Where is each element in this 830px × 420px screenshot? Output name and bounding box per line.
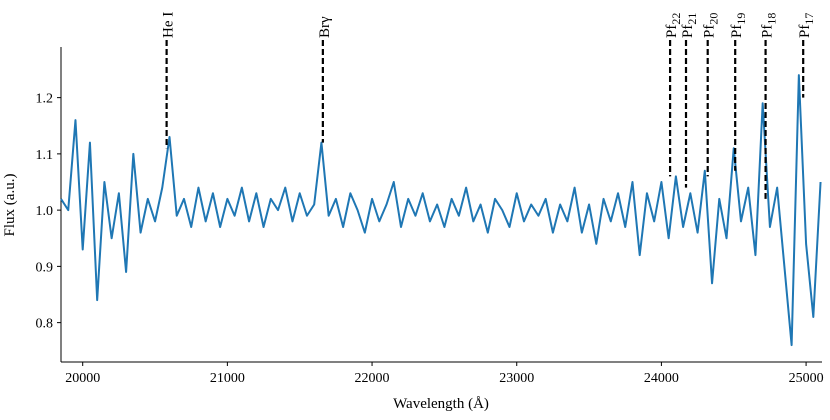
annotation-label: Brγ (317, 16, 333, 38)
y-tick-label: 1.2 (36, 92, 54, 107)
y-tick-label: 0.8 (36, 317, 54, 332)
annotation-subscript: 22 (669, 13, 683, 25)
y-axis-label: Flux (a.u.) (2, 174, 18, 237)
annotation-subscript: 17 (802, 13, 816, 25)
annotation-label: He I (161, 12, 177, 38)
x-tick-label: 25000 (789, 371, 824, 386)
x-axis-label: Wavelength (Å) (393, 396, 489, 412)
spectrum-line (60, 74, 822, 347)
y-tick-label: 0.9 (36, 260, 54, 275)
annotation-text: Pf (680, 25, 696, 38)
annotation-text: Pf (729, 25, 745, 38)
x-tick-label: 22000 (355, 371, 390, 386)
annotation-label: Pf17 (797, 13, 816, 38)
annotation-label: Pf22 (664, 13, 683, 38)
y-tick-label: 1.0 (36, 204, 54, 219)
annotation-label: Pf21 (680, 13, 699, 38)
x-tick-label: 20000 (65, 371, 100, 386)
annotation-text: Pf (760, 25, 776, 38)
annotation-text: Pf (702, 25, 718, 38)
x-tick-label: 23000 (499, 371, 534, 386)
annotation-text: He I (161, 12, 177, 38)
annotation-label: Pf19 (729, 13, 748, 38)
annotation-subscript: 20 (707, 13, 721, 25)
x-tick-label: 24000 (644, 371, 679, 386)
annotation-subscript: 18 (765, 13, 779, 25)
annotation-label: Pf18 (760, 13, 779, 38)
annotation-text: Pf (664, 25, 680, 38)
annotation-subscript: 19 (734, 13, 748, 25)
x-tick-label: 21000 (210, 371, 245, 386)
y-tick-label: 1.1 (36, 148, 54, 163)
annotation-subscript: 21 (685, 13, 699, 25)
annotation-text: Brγ (317, 16, 333, 38)
annotation-label: Pf20 (702, 13, 721, 38)
annotation-text: Pf (797, 25, 813, 38)
